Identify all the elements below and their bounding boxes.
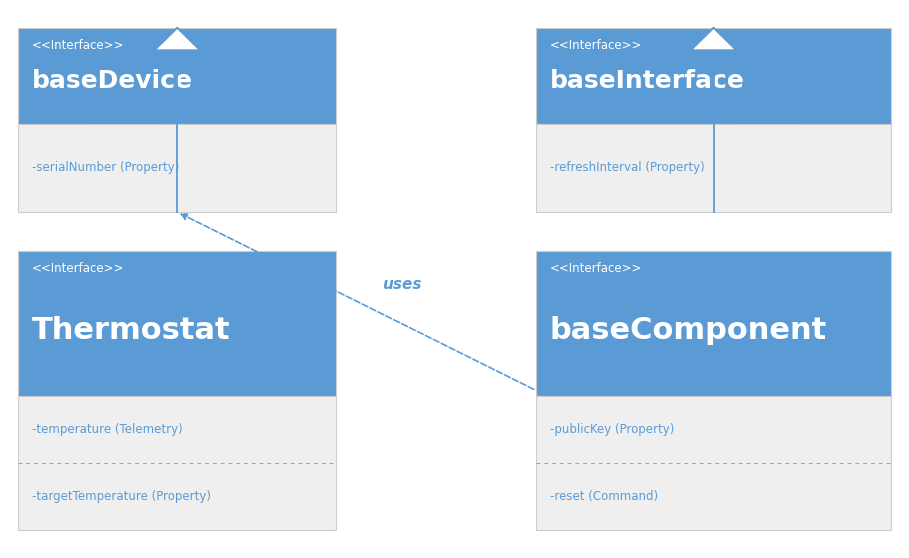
Text: <<Interface>>: <<Interface>> (550, 262, 643, 275)
Bar (536, 28, 891, 124)
Bar (18, 28, 336, 212)
Polygon shape (155, 28, 200, 50)
Text: -reset (Command): -reset (Command) (550, 490, 658, 503)
Text: baseDevice: baseDevice (32, 69, 193, 93)
Bar (18, 396, 336, 530)
Text: baseInterface: baseInterface (550, 69, 744, 93)
Bar (536, 124, 891, 212)
Text: <<Interface>>: <<Interface>> (32, 262, 125, 275)
Bar (536, 251, 891, 396)
Text: -serialNumber (Property): -serialNumber (Property) (32, 161, 179, 174)
Text: <<Interface>>: <<Interface>> (32, 39, 125, 52)
Bar (18, 251, 336, 530)
Bar (536, 28, 891, 212)
Text: <<Interface>>: <<Interface>> (550, 39, 643, 52)
Text: extends: extends (88, 113, 157, 127)
Bar (18, 124, 336, 212)
Text: -targetTemperature (Property): -targetTemperature (Property) (32, 490, 211, 503)
Text: Thermostat: Thermostat (32, 316, 231, 345)
Text: extends: extends (734, 113, 803, 127)
Bar (536, 251, 891, 530)
Text: -temperature (Telemetry): -temperature (Telemetry) (32, 423, 183, 436)
Text: -publicKey (Property): -publicKey (Property) (550, 423, 674, 436)
Bar (536, 396, 891, 530)
Text: uses: uses (383, 277, 422, 292)
Polygon shape (691, 28, 736, 50)
Text: -refreshInterval (Property): -refreshInterval (Property) (550, 161, 704, 174)
Bar (18, 251, 336, 396)
Text: baseComponent: baseComponent (550, 316, 827, 345)
Bar (18, 28, 336, 124)
